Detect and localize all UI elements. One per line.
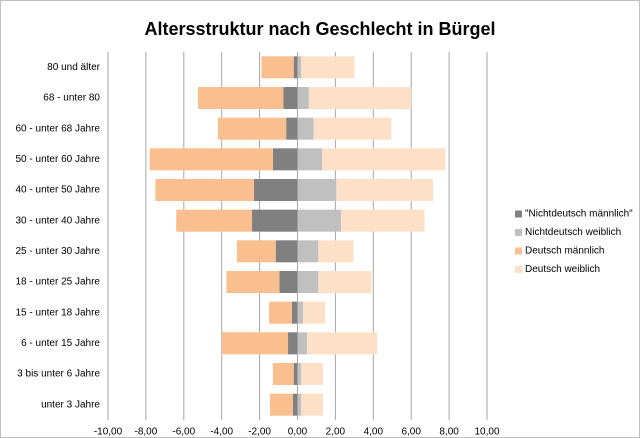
bar <box>297 117 314 140</box>
bar <box>301 393 324 416</box>
bar <box>293 56 298 79</box>
x-tick-label: 0,00 <box>288 427 308 438</box>
bar <box>269 301 292 324</box>
legend-swatch <box>515 210 522 218</box>
bar <box>297 363 302 385</box>
legend-label: "Nichtdeutsch männlich" <box>525 209 633 220</box>
x-tick-label: -10,00 <box>94 427 123 438</box>
bar <box>155 179 254 201</box>
legend-swatch <box>515 229 522 236</box>
bar <box>313 117 392 140</box>
y-tick-label: 25 - unter 30 Jahre <box>16 246 101 257</box>
bar <box>283 87 298 109</box>
y-tick-label: 15 - unter 18 Jahre <box>16 307 101 318</box>
bar <box>297 271 319 293</box>
bar <box>297 332 307 355</box>
bar <box>303 301 325 324</box>
bar <box>301 363 324 385</box>
bar <box>297 56 302 79</box>
bar <box>308 87 412 109</box>
bar <box>217 117 287 140</box>
bar <box>291 301 298 324</box>
bar <box>306 332 378 355</box>
x-tick-label: 8,00 <box>439 427 459 438</box>
legend-label: Deutsch männlich <box>525 246 604 257</box>
y-tick-label: 30 - unter 40 Jahre <box>16 215 101 226</box>
bar <box>270 393 293 416</box>
bar <box>279 271 298 293</box>
bar <box>322 148 446 171</box>
bar <box>252 209 298 232</box>
legend-swatch <box>515 266 522 273</box>
bar <box>297 240 319 263</box>
y-tick-label: 3 bis unter 6 Jahre <box>17 369 100 380</box>
y-tick-label: unter 3 Jahre <box>41 399 100 410</box>
bar <box>221 332 289 355</box>
x-tick-label: 6,00 <box>401 427 421 438</box>
bar <box>297 179 337 201</box>
bar <box>272 148 298 171</box>
x-tick-label: -6,00 <box>172 427 195 438</box>
x-tick-label: 2,00 <box>326 427 346 438</box>
bar <box>272 363 294 385</box>
bar <box>297 87 309 109</box>
bar <box>297 393 302 416</box>
bar <box>226 271 280 293</box>
y-tick-label: 40 - unter 50 Jahre <box>16 185 101 196</box>
bar <box>318 271 372 293</box>
legend-swatch <box>515 247 522 255</box>
bar <box>149 148 273 171</box>
y-tick-label: 68 - unter 80 <box>43 93 100 104</box>
legend-label: Deutsch weiblich <box>525 264 600 275</box>
x-tick-label: -4,00 <box>210 427 233 438</box>
bar <box>261 56 294 79</box>
bar <box>293 363 298 385</box>
y-tick-label: 50 - unter 60 Jahre <box>16 154 101 165</box>
bar <box>292 393 298 416</box>
bar <box>198 87 284 109</box>
x-tick-label: -2,00 <box>248 427 271 438</box>
x-tick-label: 4,00 <box>364 427 384 438</box>
bar <box>297 301 304 324</box>
x-tick-label: -8,00 <box>135 427 158 438</box>
y-tick-label: 60 - unter 68 Jahre <box>16 123 101 134</box>
x-tick-label: 10,00 <box>474 427 499 438</box>
bar <box>286 117 298 140</box>
bar <box>236 240 276 263</box>
y-tick-label: 18 - unter 25 Jahre <box>16 277 101 288</box>
bar <box>341 209 425 232</box>
y-tick-label: 6 - unter 15 Jahre <box>21 338 100 349</box>
bar <box>275 240 298 263</box>
y-tick-label: 80 und älter <box>47 62 100 73</box>
bar <box>297 209 342 232</box>
bar <box>176 209 253 232</box>
bar <box>297 148 323 171</box>
bar <box>336 179 433 201</box>
bar <box>288 332 298 355</box>
bar <box>318 240 354 263</box>
legend-label: Nichtdeutsch weiblich <box>525 227 621 238</box>
chart-title: Altersstruktur nach Geschlecht in Bürgel <box>144 19 495 39</box>
bar <box>301 56 355 79</box>
bar <box>253 179 298 201</box>
